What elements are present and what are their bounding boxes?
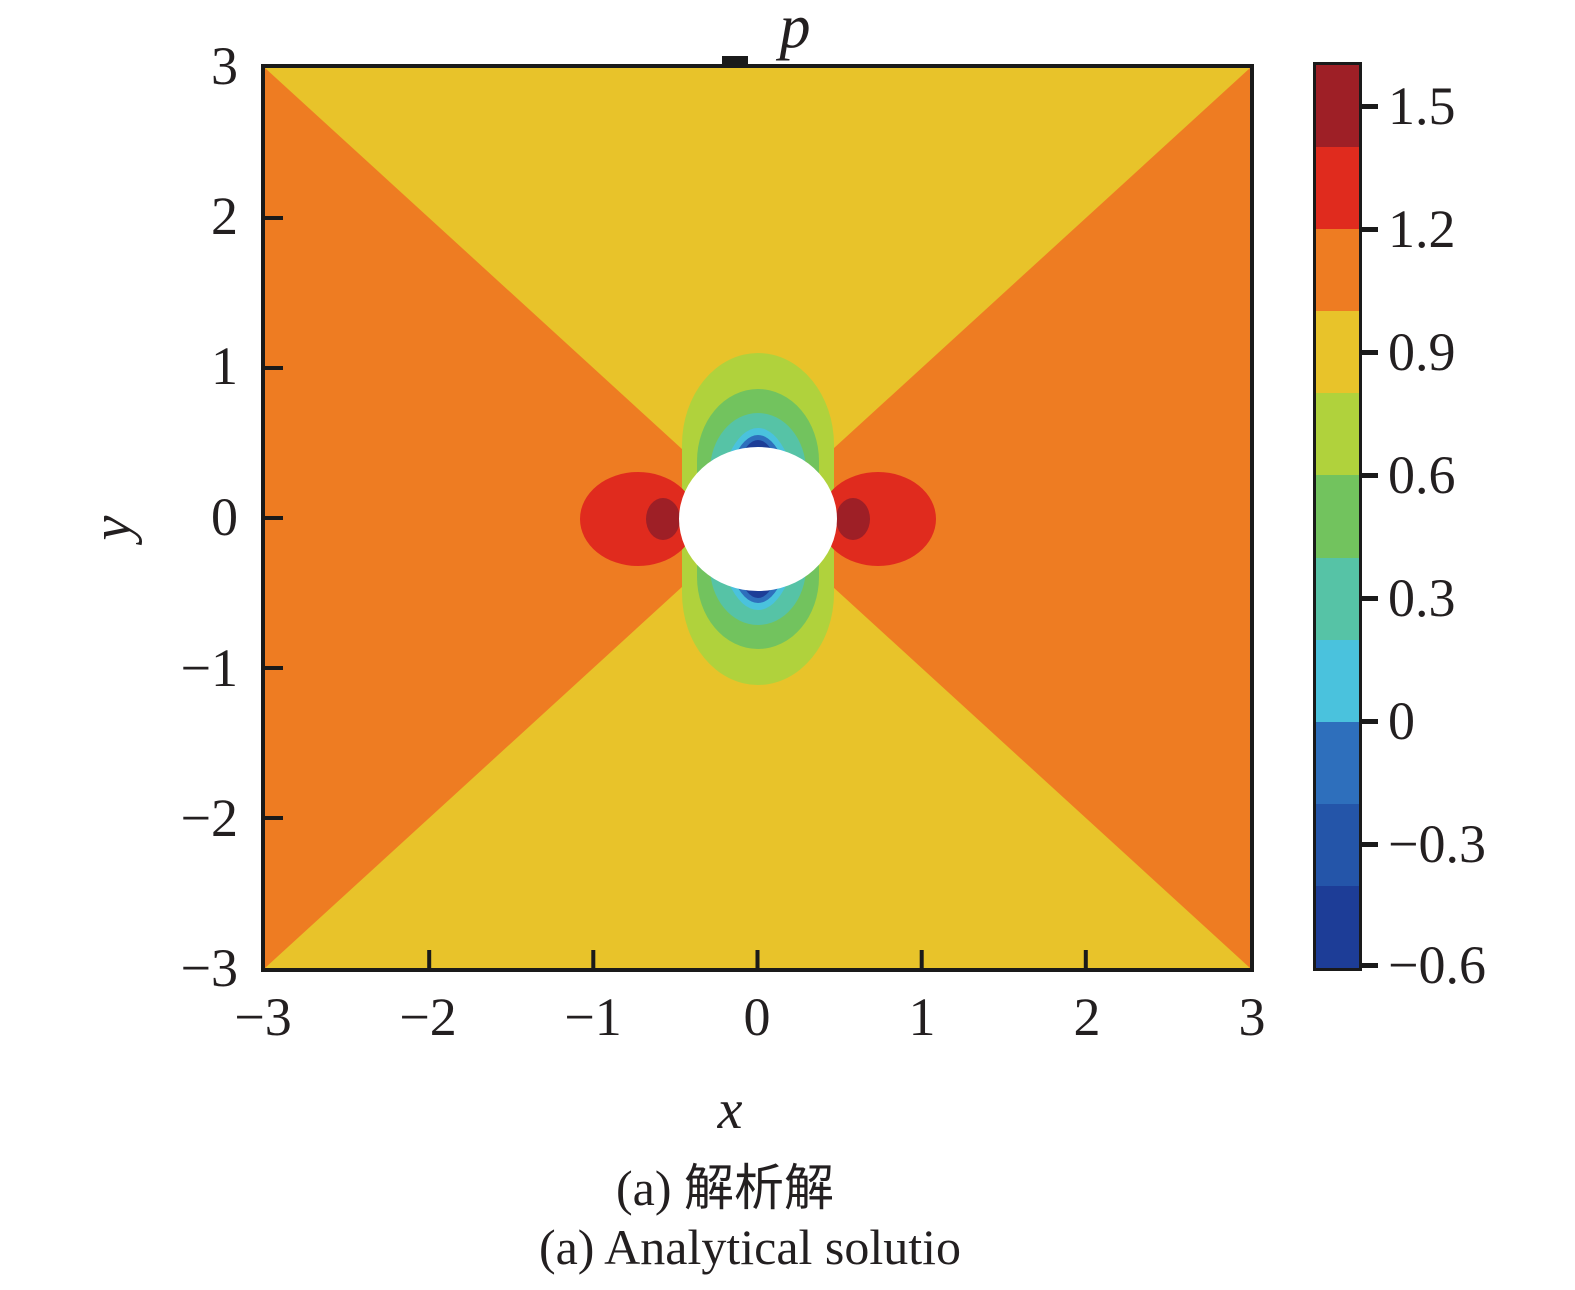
colorbar-tick bbox=[1362, 350, 1378, 355]
colorbar-segment bbox=[1316, 65, 1359, 148]
top-axis-tick bbox=[722, 56, 748, 65]
colorbar-tick bbox=[1362, 842, 1378, 847]
stagnation-lobe-red-right bbox=[820, 472, 936, 566]
colorbar-tick bbox=[1362, 473, 1378, 478]
x-tick-label: 2 bbox=[1073, 987, 1101, 1047]
y-tick-label: 3 bbox=[211, 36, 238, 96]
colorbar-segment bbox=[1316, 639, 1359, 722]
x-tick-label: 0 bbox=[743, 987, 771, 1047]
colorbar-segment bbox=[1316, 721, 1359, 804]
colorbar-tick-label: 1.2 bbox=[1388, 199, 1456, 259]
peak-pressure-darkred-right bbox=[836, 498, 870, 540]
peak-pressure-darkred-left bbox=[646, 498, 680, 540]
colorbar-segment bbox=[1316, 147, 1359, 230]
x-tick-label: −2 bbox=[399, 987, 457, 1047]
colorbar-tick-label: 1.5 bbox=[1388, 76, 1456, 136]
plot-area bbox=[261, 64, 1254, 972]
plot-title: p bbox=[779, 0, 811, 61]
y-tick-label: −3 bbox=[180, 938, 238, 998]
caption-chinese: (a) 解析解 bbox=[616, 1160, 834, 1216]
y-tick-label: −1 bbox=[180, 638, 238, 698]
colorbar-segment bbox=[1316, 885, 1359, 969]
colorbar-tick-label: 0.9 bbox=[1388, 322, 1456, 382]
pressure-field bbox=[265, 68, 1250, 968]
colorbar-segment bbox=[1316, 311, 1359, 394]
colorbar-tick bbox=[1362, 227, 1378, 232]
y-tick-label: 1 bbox=[211, 336, 238, 396]
colorbar-segment bbox=[1316, 229, 1359, 312]
colorbar-segment bbox=[1316, 803, 1359, 886]
colorbar-tick-label: −0.3 bbox=[1388, 814, 1486, 874]
colorbar-tick-label: 0 bbox=[1388, 691, 1415, 751]
colorbar-tick-label: 0.6 bbox=[1388, 445, 1456, 505]
caption-english: (a) Analytical solutio bbox=[538, 1219, 962, 1275]
y-tick-label: 2 bbox=[211, 186, 238, 246]
colorbar-segment bbox=[1316, 475, 1359, 558]
colorbar bbox=[1313, 62, 1362, 971]
cylinder-mask bbox=[679, 447, 837, 591]
colorbar-tick-label: 0.3 bbox=[1388, 568, 1456, 628]
colorbar-segment bbox=[1316, 557, 1359, 640]
colorbar-tick-label: −0.6 bbox=[1388, 935, 1486, 995]
x-tick-label: −3 bbox=[234, 987, 292, 1047]
colorbar-tick bbox=[1362, 104, 1378, 109]
colorbar-segment bbox=[1316, 393, 1359, 476]
colorbar-tick bbox=[1362, 596, 1378, 601]
x-axis-label: x bbox=[717, 1079, 743, 1141]
x-tick-label: −1 bbox=[564, 987, 622, 1047]
x-tick-label: 3 bbox=[1238, 987, 1266, 1047]
colorbar-tick bbox=[1362, 963, 1378, 968]
far-field-orange-right-wedge bbox=[757, 68, 1250, 968]
colorbar-tick bbox=[1362, 719, 1378, 724]
x-tick-label: 1 bbox=[908, 987, 936, 1047]
stagnation-lobe-red-left bbox=[580, 472, 696, 566]
y-axis-label: y bbox=[81, 515, 143, 541]
far-field-orange-left-wedge bbox=[265, 68, 758, 968]
y-tick-label: 0 bbox=[211, 487, 238, 547]
axis-tick-marks bbox=[265, 216, 1088, 968]
y-tick-label: −2 bbox=[180, 788, 238, 848]
